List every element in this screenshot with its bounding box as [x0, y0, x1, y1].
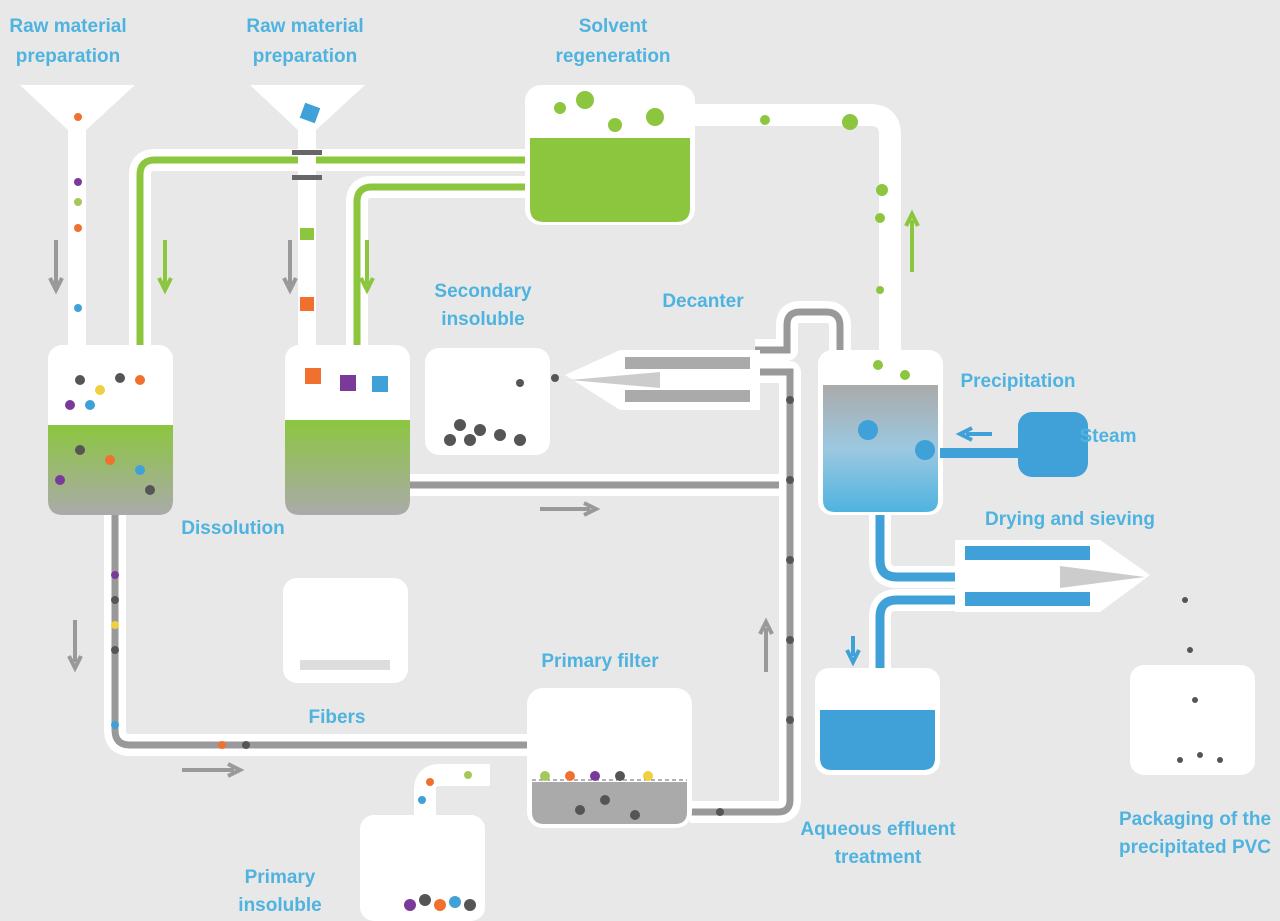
label: insoluble: [238, 895, 321, 916]
label: Fibers: [308, 707, 365, 728]
label: Dissolution: [181, 518, 284, 539]
label: Solvent: [579, 16, 648, 37]
labels: Raw material preparation Raw material pr…: [9, 16, 1271, 916]
label: Primary filter: [541, 651, 659, 672]
label: preparation: [16, 46, 121, 67]
label: Raw material: [9, 16, 126, 37]
label: regeneration: [555, 46, 670, 67]
label: Steam: [1079, 426, 1136, 447]
label: Precipitation: [960, 371, 1075, 392]
label: Primary: [245, 867, 316, 888]
label: Raw material: [246, 16, 363, 37]
funnels: [20, 85, 365, 345]
label: precipitated PVC: [1119, 837, 1271, 858]
label: Decanter: [662, 291, 744, 312]
label: Secondary: [434, 281, 532, 302]
label: insoluble: [441, 309, 524, 330]
label: Drying and sieving: [985, 509, 1155, 530]
tanks: [48, 85, 1255, 921]
label: Packaging of the: [1119, 809, 1271, 830]
flow-arrows: [48, 209, 992, 778]
label: preparation: [253, 46, 358, 67]
particles: [55, 91, 1223, 911]
label: Aqueous effluent: [800, 819, 956, 840]
label: treatment: [835, 847, 922, 868]
